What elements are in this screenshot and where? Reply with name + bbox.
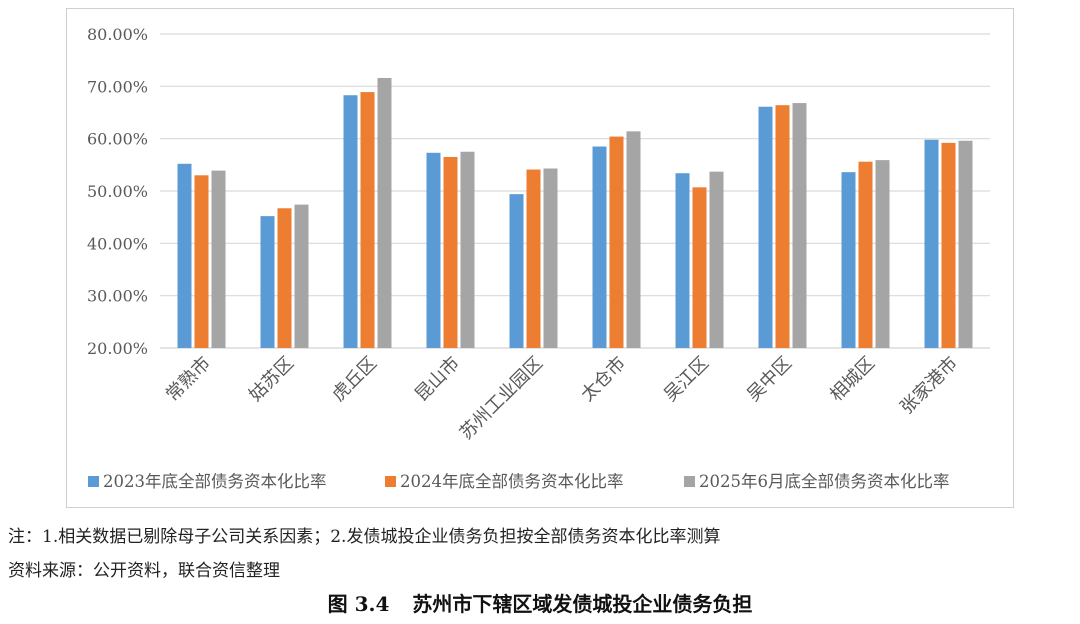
x-tick-label: 张家港市 <box>896 353 962 419</box>
bars <box>177 77 973 349</box>
y-axis-tick-labels: 20.00% 30.00% 40.00% 50.00% 60.00% 70.00% 80.0… <box>87 25 148 358</box>
y-tick-label: 80.00% <box>87 25 148 44</box>
legend-swatch <box>88 476 99 487</box>
legend-swatch <box>385 476 396 487</box>
bar-2-9 <box>958 140 973 348</box>
y-tick-label: 20.00% <box>87 339 148 358</box>
bar-0-5 <box>592 146 607 348</box>
legend-label: 2025年6月底全部债务资本化比率 <box>699 472 950 491</box>
bar-0-0 <box>177 163 192 348</box>
bar-1-5 <box>609 136 624 348</box>
bar-1-3 <box>443 156 458 348</box>
bar-1-4 <box>526 169 541 348</box>
bar-1-8 <box>858 161 873 348</box>
bar-1-2 <box>360 92 375 348</box>
bar-0-7 <box>758 106 773 348</box>
bar-2-6 <box>709 171 724 348</box>
bar-2-4 <box>543 168 558 348</box>
y-tick-label: 60.00% <box>87 130 148 149</box>
x-tick-label: 吴中区 <box>743 353 796 406</box>
legend-swatch <box>684 476 695 487</box>
x-tick-label: 相城区 <box>826 353 879 406</box>
legend-label: 2024年底全部债务资本化比率 <box>400 472 624 491</box>
bar-0-3 <box>426 152 441 348</box>
bar-0-1 <box>260 216 275 348</box>
bar-2-0 <box>211 170 226 348</box>
bar-2-7 <box>792 103 807 348</box>
bar-2-2 <box>377 77 392 349</box>
bar-2-3 <box>460 151 475 348</box>
x-tick-label: 苏州工业园区 <box>456 353 547 444</box>
x-tick-label: 虎丘区 <box>328 353 381 406</box>
figure-caption: 图 3.4 苏州市下辖区域发债城投企业债务负担 <box>0 588 1080 617</box>
chart-note: 注：1.相关数据已剔除母子公司关系因素；2.发债城投企业债务负担按全部债务资本化… <box>8 527 721 547</box>
bar-2-8 <box>875 160 890 348</box>
bar-1-1 <box>277 208 292 348</box>
legend-label: 2023年底全部债务资本化比率 <box>103 472 327 491</box>
bar-0-9 <box>924 139 939 348</box>
bar-1-0 <box>194 175 209 348</box>
bar-0-6 <box>675 173 690 348</box>
x-tick-label: 常熟市 <box>162 353 215 406</box>
bar-1-9 <box>941 142 956 348</box>
bar-1-7 <box>775 105 790 348</box>
figure-number: 图 3.4 <box>327 592 390 616</box>
bar-2-5 <box>626 131 641 348</box>
y-tick-label: 40.00% <box>87 234 148 253</box>
x-tick-label: 太仓市 <box>577 353 630 406</box>
figure-title: 苏州市下辖区域发债城投企业债务负担 <box>412 592 753 616</box>
x-tick-label: 吴江区 <box>660 353 713 406</box>
legend: 2023年底全部债务资本化比率 2024年底全部债务资本化比率 2025年6月底全部… <box>88 472 950 491</box>
bar-1-6 <box>692 187 707 348</box>
y-tick-label: 30.00% <box>87 287 148 306</box>
bar-0-4 <box>509 194 524 348</box>
y-tick-label: 50.00% <box>87 182 148 201</box>
y-tick-label: 70.00% <box>87 77 148 96</box>
bar-chart: 20.00% 30.00% 40.00% 50.00% 60.00% 70.00% 80.0… <box>87 25 990 491</box>
bar-0-2 <box>343 95 358 348</box>
x-tick-label: 姑苏区 <box>245 353 298 406</box>
bar-0-8 <box>841 172 856 348</box>
x-tick-label: 昆山市 <box>411 353 464 406</box>
source-note: 资料来源：公开资料，联合资信整理 <box>8 561 280 581</box>
bar-2-1 <box>294 204 309 348</box>
